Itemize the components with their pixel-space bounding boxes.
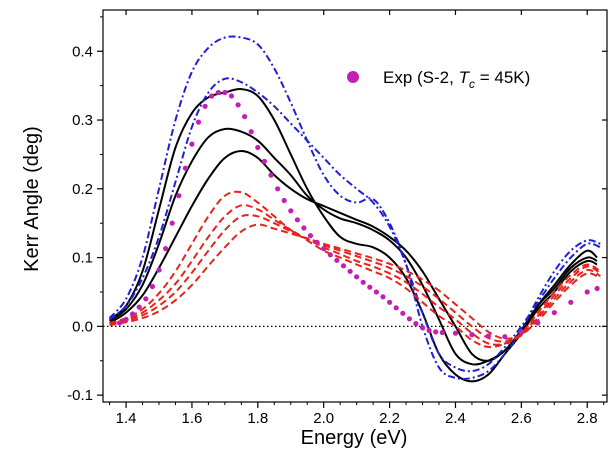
data-point xyxy=(163,246,169,252)
data-point xyxy=(288,208,294,214)
data-point xyxy=(195,119,202,125)
legend-tc-value: = 45K) xyxy=(475,68,530,87)
data-point xyxy=(143,296,149,302)
y-tick-label: 0.4 xyxy=(72,43,93,60)
legend: Exp (S-2, Tc = 45K) xyxy=(347,68,530,91)
data-point xyxy=(130,311,136,317)
x-tick-label: 1.6 xyxy=(182,410,203,427)
y-tick-label: 0.0 xyxy=(72,318,93,335)
x-tick-label: 2.2 xyxy=(379,410,400,427)
data-point xyxy=(594,285,600,292)
y-tick-label: -0.1 xyxy=(67,387,93,404)
data-point xyxy=(485,333,491,339)
data-point xyxy=(116,320,123,326)
data-point xyxy=(360,279,366,285)
data-point xyxy=(584,289,590,295)
y-axis-title: Kerr Angle (deg) xyxy=(21,126,43,272)
series-line-red-6 xyxy=(109,190,601,349)
data-point xyxy=(275,186,281,192)
data-point xyxy=(433,329,439,335)
axes-layer: 1.4 1.6 1.8 2.0 2.2 2.4 2.6 2.8 -0.1 0.0 0.1 0.2 0.3… xyxy=(67,9,608,427)
legend-marker xyxy=(347,71,359,83)
data-point xyxy=(406,316,412,322)
data-point xyxy=(502,334,508,340)
legend-tc-symbol: T xyxy=(459,68,471,87)
x-tick-label: 2.4 xyxy=(445,410,466,427)
series-line-red-7 xyxy=(109,204,601,346)
legend-label: Exp (S-2, Tc = 45K) xyxy=(383,68,530,91)
data-point xyxy=(373,289,379,295)
data-point xyxy=(235,102,241,108)
data-point xyxy=(215,89,221,96)
y-tick-label: 0.2 xyxy=(72,181,93,198)
data-point xyxy=(327,252,333,258)
x-tick-label: 1.4 xyxy=(116,410,137,427)
y-tick-label: 0.3 xyxy=(72,112,93,129)
data-point xyxy=(169,220,175,226)
data-point xyxy=(136,304,142,310)
data-point xyxy=(255,144,261,151)
data-point xyxy=(400,310,406,316)
y-tick-label: 0.1 xyxy=(72,250,93,267)
data-point xyxy=(551,310,557,316)
data-point xyxy=(334,257,340,263)
data-layer xyxy=(103,35,607,383)
data-point xyxy=(413,321,419,327)
data-point xyxy=(314,239,320,245)
data-point xyxy=(387,299,393,305)
data-point xyxy=(228,93,235,99)
data-point xyxy=(182,165,188,171)
data-point xyxy=(307,233,314,239)
data-point xyxy=(518,329,525,335)
data-point xyxy=(452,330,459,336)
plot-frame xyxy=(102,9,608,403)
x-axis-title: Energy (eV) xyxy=(301,427,408,449)
data-point xyxy=(209,93,215,99)
series-line-red-9 xyxy=(109,223,601,340)
data-point xyxy=(439,329,445,336)
legend-tc-subscript: c xyxy=(469,77,475,91)
data-point xyxy=(222,89,228,96)
data-point xyxy=(261,158,267,164)
data-point xyxy=(393,305,399,311)
data-point xyxy=(281,197,287,204)
data-point xyxy=(242,114,248,120)
x-tick-label: 2.6 xyxy=(511,410,532,427)
data-point xyxy=(202,103,208,109)
x-tick-label: 2.0 xyxy=(313,410,334,427)
data-point xyxy=(568,299,574,305)
data-point xyxy=(321,246,327,252)
data-point xyxy=(156,267,162,273)
data-point xyxy=(380,294,386,300)
x-tick-label: 1.8 xyxy=(247,410,268,427)
series-line-blue-5 xyxy=(108,77,601,373)
data-point xyxy=(469,332,475,338)
data-point xyxy=(294,217,300,223)
data-point xyxy=(354,274,360,280)
series-line-black-1 xyxy=(108,88,598,383)
legend-prefix: Exp (S-2, xyxy=(383,68,459,87)
data-point xyxy=(535,320,541,326)
data-point xyxy=(426,327,432,334)
data-point xyxy=(347,268,353,274)
data-point xyxy=(189,141,195,147)
data-point xyxy=(301,225,307,231)
data-point xyxy=(248,129,254,135)
data-point xyxy=(340,263,347,269)
x-tick-label: 2.8 xyxy=(577,410,598,427)
data-point xyxy=(123,316,129,323)
data-point xyxy=(419,325,426,331)
data-point xyxy=(367,284,373,290)
data-point xyxy=(176,193,182,199)
data-point xyxy=(149,283,155,290)
data-point xyxy=(268,172,274,178)
